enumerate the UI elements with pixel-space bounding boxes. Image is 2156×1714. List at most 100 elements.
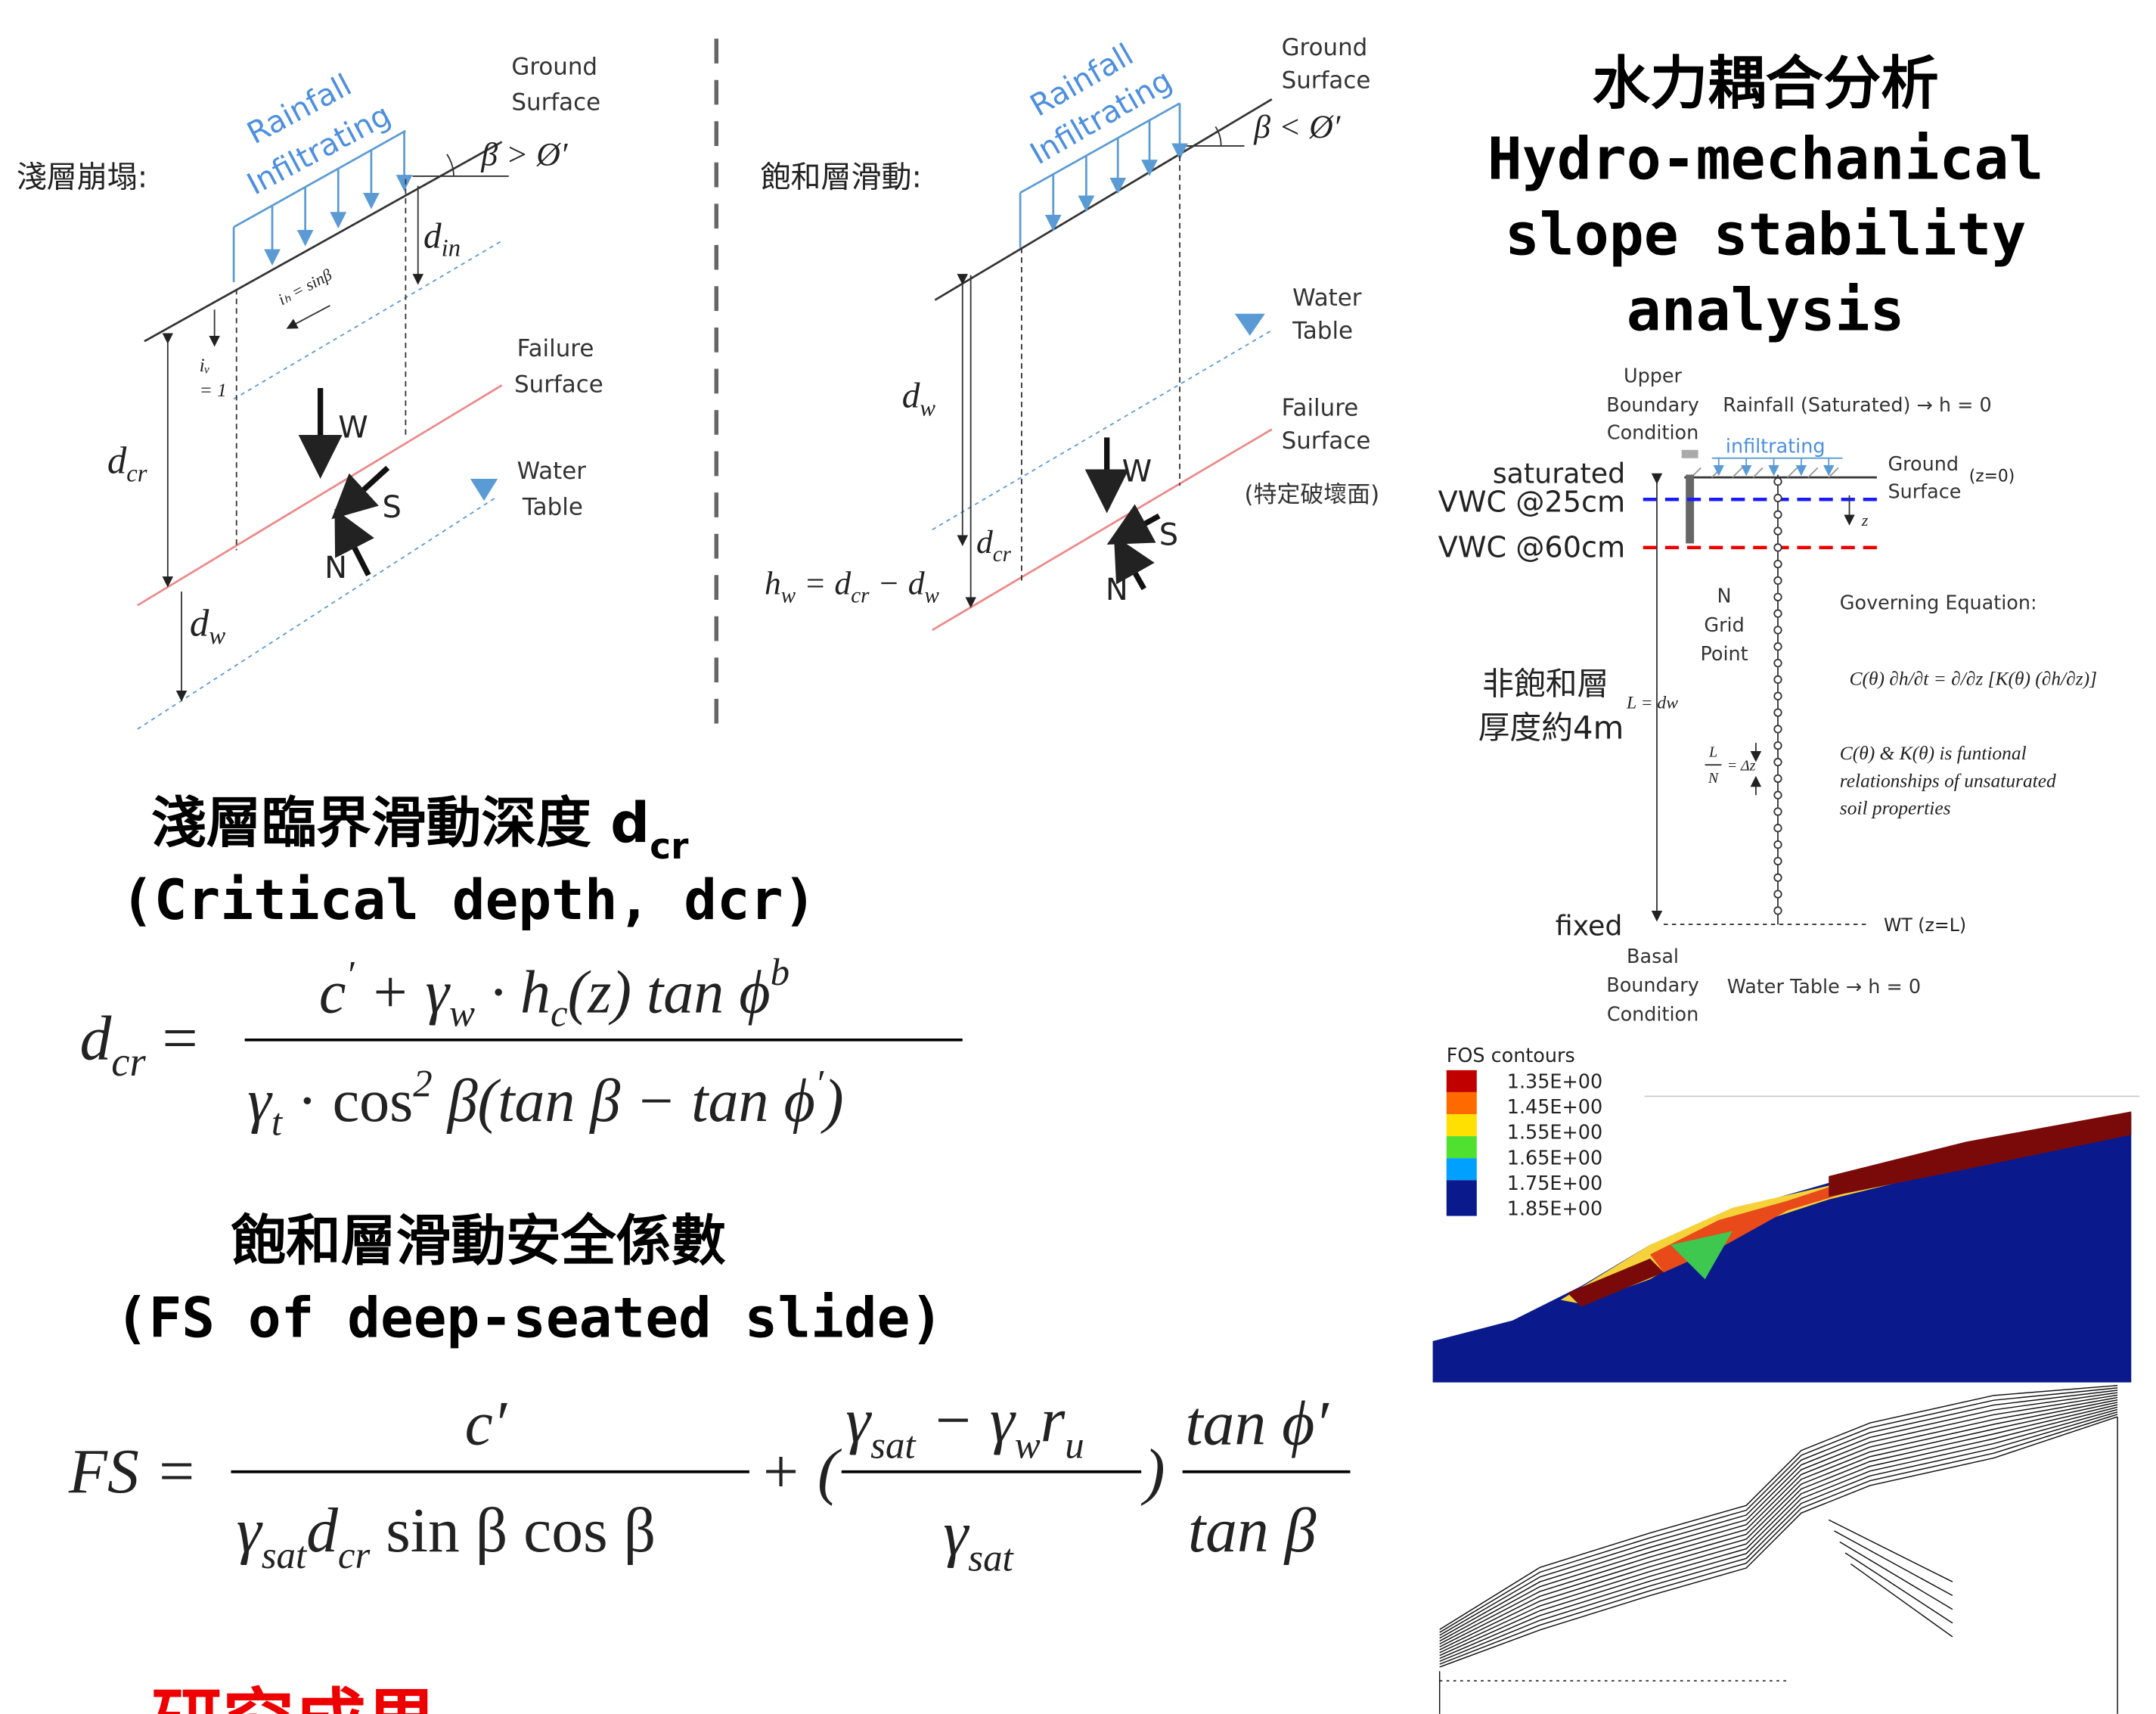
unsat: 厚度約4m	[1478, 710, 1624, 747]
grid-node	[1774, 791, 1781, 798]
grid-node	[1774, 643, 1781, 650]
vwc60: VWC @60cm	[1438, 532, 1626, 565]
sub: cr	[126, 461, 147, 488]
vwc25: VWC @25cm	[1438, 486, 1626, 520]
grid-node	[1774, 527, 1781, 534]
grid-node	[1774, 725, 1781, 732]
specific: (特定破壞面)	[1245, 481, 1380, 508]
fos-title: FOS contours	[1447, 1045, 1575, 1067]
t: (z) tan ϕ	[568, 959, 771, 1026]
t: 2	[413, 1063, 432, 1105]
failure-surface: Surface	[514, 371, 603, 398]
ground: Ground	[511, 53, 597, 80]
s: S	[1159, 517, 1178, 552]
t: cr	[111, 1039, 146, 1085]
sub: in	[442, 234, 461, 262]
grid: Point	[1700, 643, 1748, 666]
n: N	[1106, 573, 1128, 607]
t: )	[821, 1068, 844, 1135]
grid: N	[1717, 585, 1732, 608]
rainfall: Rainfall (Saturated) → h = 0	[1723, 394, 1991, 417]
ground: Ground	[1282, 34, 1368, 61]
subheading: (Critical depth, dcr)	[121, 868, 816, 933]
t: − γ	[916, 1386, 1016, 1456]
failure: Failure	[517, 335, 594, 362]
sub: cr	[993, 542, 1012, 567]
ground: Surface	[1888, 480, 1961, 503]
grid-node	[1774, 478, 1781, 485]
grid-node	[1774, 511, 1781, 518]
denominator: γt · cos2 β(tan β − tan ϕ′)	[247, 1063, 843, 1144]
t1-num: c′	[465, 1388, 508, 1458]
ground: Ground	[1888, 453, 1959, 476]
d: d	[190, 602, 209, 644]
t: γ	[237, 1495, 263, 1566]
subheading: (FS of deep-seated slide)	[116, 1287, 944, 1351]
t: cr	[338, 1535, 371, 1577]
fos-level: 1.45E+00	[1507, 1096, 1602, 1119]
t: = d	[796, 566, 851, 602]
t: w	[781, 584, 796, 608]
footer: 研究成果	[151, 1681, 437, 1714]
fos-level: 1.35E+00	[1507, 1070, 1602, 1093]
equation: C(θ) ∂h/∂t = ∂/∂z [K(θ) (∂h/∂z)]	[1850, 668, 2097, 690]
d: d	[423, 217, 442, 256]
d: d	[107, 440, 127, 483]
t: r	[1041, 1386, 1066, 1456]
t: sat	[870, 1425, 917, 1467]
grid-node	[1774, 824, 1781, 831]
table: Table	[1292, 318, 1353, 345]
t: w	[1015, 1425, 1041, 1467]
d: d	[902, 376, 920, 415]
t: β(tan β − tan ϕ	[433, 1068, 815, 1135]
infiltrating: infiltrating	[1726, 435, 1826, 458]
t: c	[551, 993, 568, 1036]
upper: Boundary	[1606, 394, 1699, 417]
unsat: 非飽和層	[1482, 665, 1608, 702]
close: )	[1141, 1436, 1165, 1507]
grid-node	[1774, 610, 1781, 616]
grid-node	[1774, 693, 1781, 700]
fos-level: 1.65E+00	[1507, 1147, 1602, 1169]
t: sin β cos β	[370, 1495, 656, 1566]
t3-den: tan β	[1188, 1495, 1317, 1566]
failure-surface: Surface	[1282, 427, 1371, 455]
fos-level: 1.75E+00	[1507, 1172, 1602, 1195]
lhs: FS =	[68, 1436, 197, 1507]
slide: 淺層崩塌: Rainfall Infiltrating Ground Surfa…	[0, 0, 2156, 1714]
w: W	[338, 410, 368, 445]
iv: iᵥ	[200, 354, 210, 376]
t: sat	[968, 1538, 1014, 1580]
dz: = Δz	[1727, 757, 1756, 774]
heading: 飽和層滑動安全係數	[231, 1209, 726, 1274]
w: W	[1122, 455, 1152, 489]
grid-node	[1774, 874, 1781, 881]
saturated: saturated	[1493, 457, 1625, 489]
t: 淺層臨界滑動深度 d	[151, 791, 650, 855]
table: Table	[522, 493, 583, 520]
fos-level: 1.55E+00	[1507, 1122, 1602, 1144]
note: C(θ) & K(θ) is funtional	[1840, 742, 2027, 764]
basal: Boundary	[1606, 974, 1699, 997]
iv-val: = 1	[200, 379, 227, 401]
t: cr	[650, 826, 689, 868]
grid-node	[1774, 660, 1781, 666]
upper: Upper	[1624, 365, 1683, 388]
z: z	[1861, 511, 1869, 529]
s: S	[382, 490, 401, 525]
title-line: slope stability	[1505, 202, 2027, 269]
t: h	[765, 566, 781, 602]
wt: WT (z=L)	[1884, 914, 1966, 936]
t: u	[1065, 1425, 1084, 1467]
t: sat	[262, 1535, 308, 1577]
governing: Governing Equation:	[1840, 592, 2037, 615]
title-line: 水力耦合分析	[1593, 51, 1939, 118]
grid-node	[1774, 759, 1781, 765]
t: γ	[845, 1386, 872, 1456]
t3-num: tan ϕ′	[1185, 1388, 1329, 1458]
grid-node	[1774, 841, 1781, 848]
t: =	[163, 1003, 198, 1073]
grid-node	[1774, 907, 1781, 914]
surface: Surface	[511, 89, 600, 116]
t: w	[449, 993, 475, 1036]
